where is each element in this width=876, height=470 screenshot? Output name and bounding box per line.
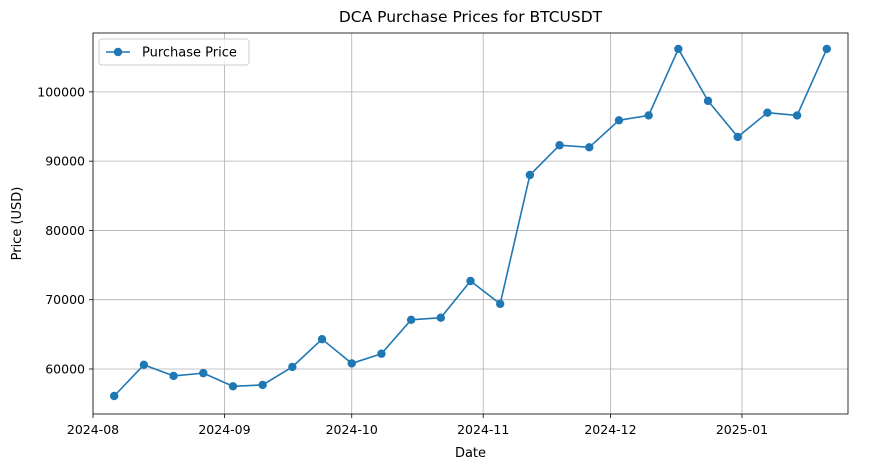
x-tick-label: 2025-01 bbox=[716, 422, 768, 437]
x-tick-label: 2024-09 bbox=[198, 422, 250, 437]
legend-entry-label: Purchase Price bbox=[142, 46, 237, 61]
series-layer bbox=[110, 44, 831, 401]
x-axis-label: Date bbox=[455, 446, 486, 461]
legend-box bbox=[98, 38, 250, 66]
y-tick-label: 90000 bbox=[45, 154, 85, 169]
y-tick-label: 60000 bbox=[45, 361, 85, 376]
data-point bbox=[792, 111, 802, 120]
y-tick-label: 100000 bbox=[37, 84, 85, 99]
x-tick-label: 2024-12 bbox=[584, 422, 636, 437]
x-tick-label: 2024-08 bbox=[67, 422, 119, 437]
plot-frame bbox=[92, 32, 849, 415]
x-axis-ticks: 2024-08 2024-09 2024-10 2024-11 2024-12 2025-… bbox=[67, 414, 768, 437]
grid bbox=[92, 33, 848, 414]
data-point bbox=[110, 391, 119, 401]
data-point bbox=[614, 116, 624, 125]
data-point bbox=[288, 362, 297, 372]
data-point bbox=[733, 132, 742, 142]
data-point bbox=[763, 108, 772, 117]
data-point bbox=[644, 111, 653, 120]
y-tick-label: 80000 bbox=[45, 223, 85, 238]
data-point bbox=[406, 315, 416, 324]
data-point bbox=[555, 141, 564, 150]
x-tick-label: 2024-11 bbox=[457, 422, 509, 437]
data-point bbox=[139, 360, 149, 370]
legend-marker-swatch bbox=[113, 47, 123, 57]
data-point bbox=[317, 334, 327, 344]
data-point bbox=[822, 44, 831, 54]
x-tick-label: 2024-10 bbox=[326, 422, 378, 437]
data-point bbox=[199, 368, 208, 378]
data-point bbox=[228, 382, 238, 391]
y-axis-label: Price (USD) bbox=[10, 187, 25, 261]
y-axis-ticks: 60000 70000 80000 90000 100000 bbox=[37, 84, 93, 376]
chart-title: DCA Purchase Prices for BTCUSDT bbox=[339, 8, 603, 26]
data-point bbox=[703, 96, 713, 106]
data-point bbox=[258, 380, 267, 390]
data-point bbox=[377, 349, 386, 358]
data-point bbox=[674, 44, 683, 54]
legend: Purchase Price bbox=[98, 38, 250, 66]
data-point bbox=[436, 313, 446, 322]
data-point bbox=[525, 170, 535, 180]
y-tick-label: 70000 bbox=[45, 292, 85, 307]
data-point bbox=[466, 276, 475, 286]
data-point bbox=[495, 299, 505, 309]
data-point bbox=[347, 359, 356, 368]
data-point bbox=[169, 371, 178, 381]
data-point bbox=[585, 143, 594, 152]
